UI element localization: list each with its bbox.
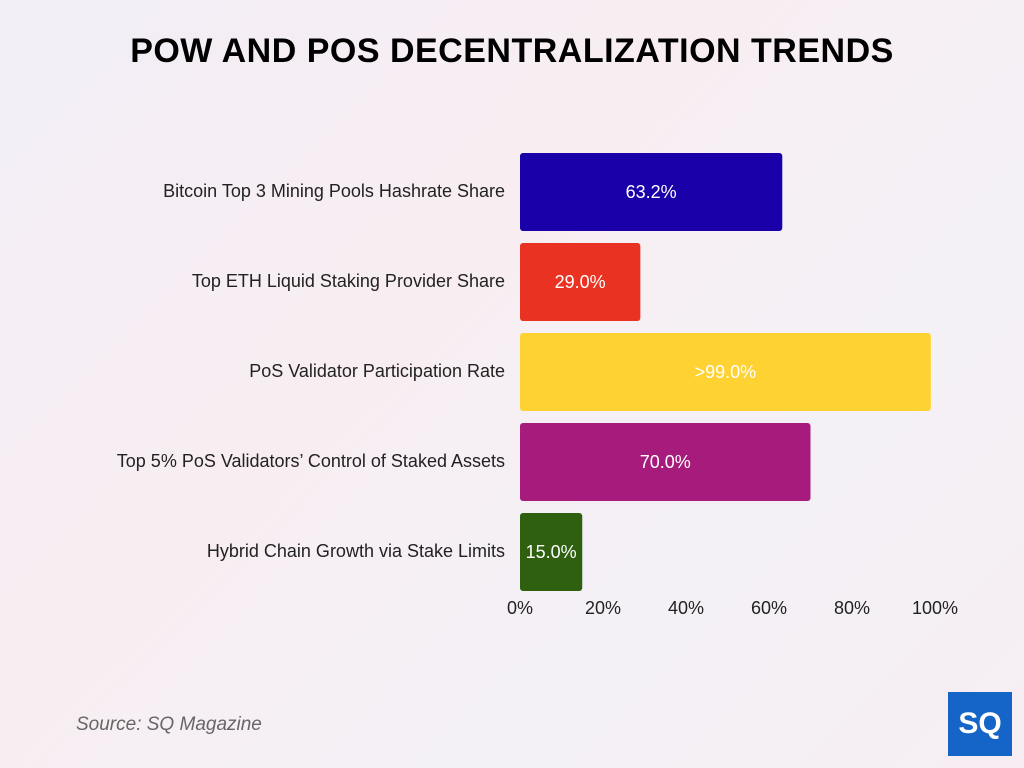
y-tick-label: Top 5% PoS Validators’ Control of Staked… xyxy=(117,451,505,471)
value-label: 70.0% xyxy=(640,452,691,472)
logo: SQ xyxy=(958,707,1001,740)
x-tick-label: 0% xyxy=(507,598,533,618)
value-label: 63.2% xyxy=(626,182,677,202)
logo-box xyxy=(948,692,1012,756)
bar xyxy=(520,153,783,231)
y-tick-label: Top ETH Liquid Staking Provider Share xyxy=(192,271,505,291)
x-tick-label: 100% xyxy=(912,598,958,618)
source: Source: SQ Magazine xyxy=(76,714,262,735)
y-tick-label: Hybrid Chain Growth via Stake Limits xyxy=(207,541,505,561)
x-tick-label: 40% xyxy=(668,598,704,618)
bar xyxy=(520,333,931,411)
bar xyxy=(520,243,641,321)
x-tick-label: 80% xyxy=(834,598,870,618)
value-label: 29.0% xyxy=(555,272,606,292)
bar xyxy=(520,423,811,501)
bar xyxy=(520,513,583,591)
y-tick-label: PoS Validator Participation Rate xyxy=(249,361,505,381)
chart-title: POW AND POS DECENTRALIZATION TRENDS xyxy=(130,32,894,70)
value-label: >99.0% xyxy=(695,362,757,382)
value-label: 15.0% xyxy=(526,542,577,562)
y-tick-label: Bitcoin Top 3 Mining Pools Hashrate Shar… xyxy=(163,181,505,201)
x-tick-label: 60% xyxy=(751,598,787,618)
x-tick-label: 20% xyxy=(585,598,621,618)
